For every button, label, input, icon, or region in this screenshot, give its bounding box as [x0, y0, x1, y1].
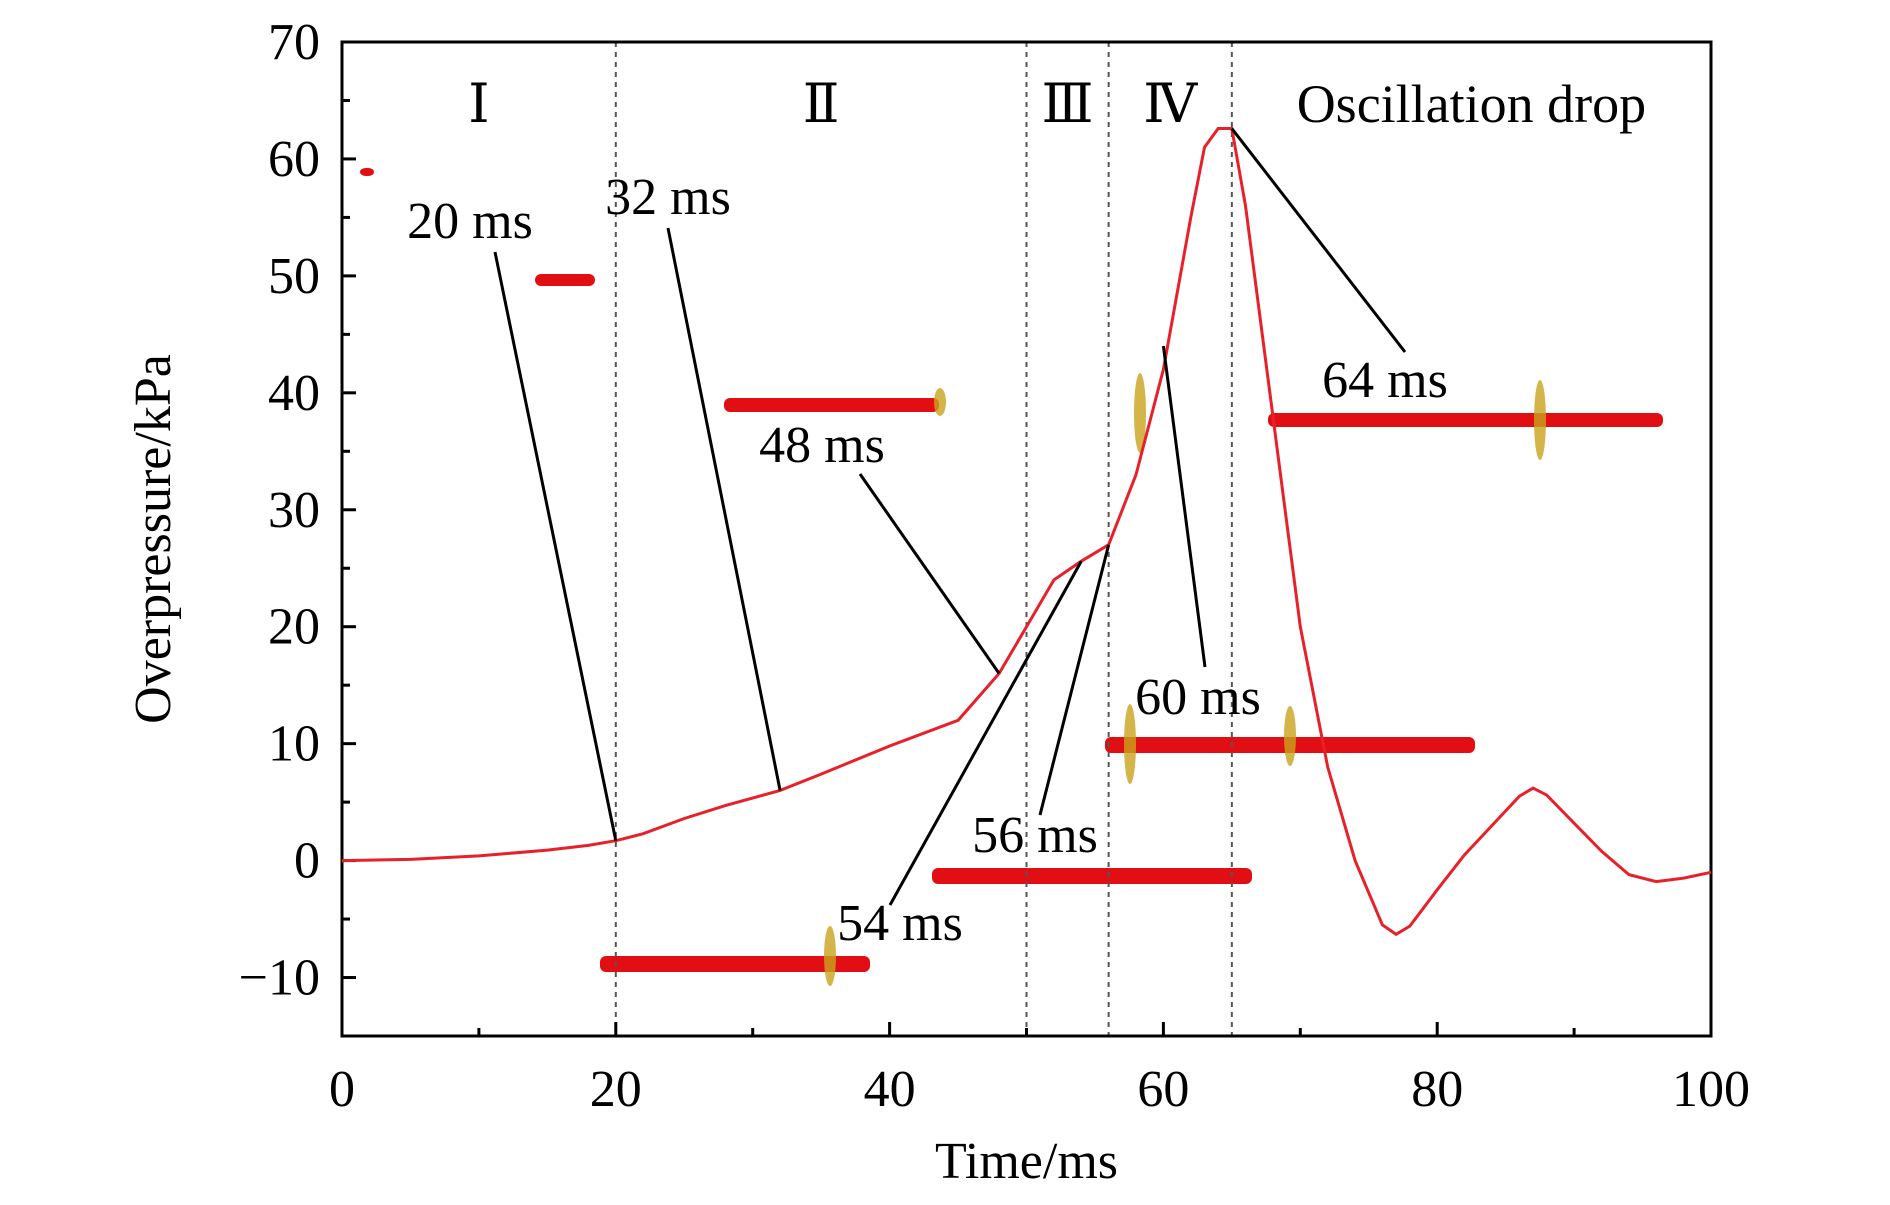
overpressure-curve	[341, 127, 1712, 937]
y-tick-label: 0	[294, 833, 320, 890]
annotation-label: 60 ms	[1135, 669, 1261, 726]
annotation-leader	[1161, 345, 1207, 668]
flame-image-4	[1268, 413, 1663, 427]
stage-label: Ⅱ	[803, 74, 840, 134]
flame-tip-5	[1284, 706, 1296, 766]
annotation-leader	[666, 227, 782, 791]
x-tick-label: 80	[1411, 1061, 1463, 1118]
annotation-leader	[888, 560, 1083, 906]
annotation-label: 32 ms	[605, 169, 731, 226]
flame-image-2	[535, 274, 595, 286]
flame-tip-1	[1134, 373, 1146, 453]
x-axis-title: Time/ms	[935, 1133, 1118, 1190]
x-tick-label: 0	[329, 1061, 355, 1118]
flame-tip-2	[934, 388, 946, 416]
annotation-label: 20 ms	[407, 193, 533, 250]
flame-image-3	[724, 398, 939, 412]
y-tick-label: 60	[268, 131, 320, 188]
x-tick-label: 20	[590, 1061, 642, 1118]
y-axis-title: Overpressure/kPa	[125, 354, 182, 724]
stage-label: Ⅲ	[1042, 74, 1094, 134]
stage-label: Ⅰ	[468, 74, 489, 134]
y-tick-label: 50	[268, 248, 320, 305]
flame-image-6	[932, 868, 1252, 884]
y-tick-label: 40	[268, 365, 320, 422]
flame-image-7	[600, 956, 870, 972]
flame-tip-4	[1124, 704, 1136, 784]
annotation-leader	[1038, 544, 1111, 816]
annotation-leader	[493, 251, 618, 842]
x-tick-label: 40	[864, 1061, 916, 1118]
y-tick-label: 10	[268, 716, 320, 773]
y-tick-label: 20	[268, 599, 320, 656]
x-tick-label: 100	[1672, 1061, 1750, 1118]
stage-label: Oscillation drop	[1297, 74, 1646, 134]
annotation-leader	[1230, 127, 1407, 353]
flame-image-1	[360, 168, 374, 176]
annotation-label: 54 ms	[837, 895, 963, 952]
y-tick-label: −10	[239, 950, 320, 1007]
flame-tip-6	[824, 926, 836, 986]
annotation-label: 64 ms	[1322, 352, 1448, 409]
stage-labels: Ⅰ Ⅱ Ⅲ Ⅳ Oscillation drop	[468, 74, 1646, 134]
y-axis: −10 0 10 20 30 40 50 60 70	[239, 14, 356, 1007]
flame-front-images	[360, 168, 1663, 986]
x-tick-label: 60	[1137, 1061, 1189, 1118]
x-axis: 0 20 40 60 80 100	[329, 1022, 1750, 1118]
annotation-label: 56 ms	[972, 807, 1098, 864]
flame-tip-3	[1534, 380, 1546, 460]
y-tick-label: 30	[268, 482, 320, 539]
annotation-leader	[858, 473, 1001, 675]
annotation-label: 48 ms	[759, 417, 885, 474]
stage-label: Ⅳ	[1143, 74, 1198, 134]
y-tick-label: 70	[268, 14, 320, 71]
